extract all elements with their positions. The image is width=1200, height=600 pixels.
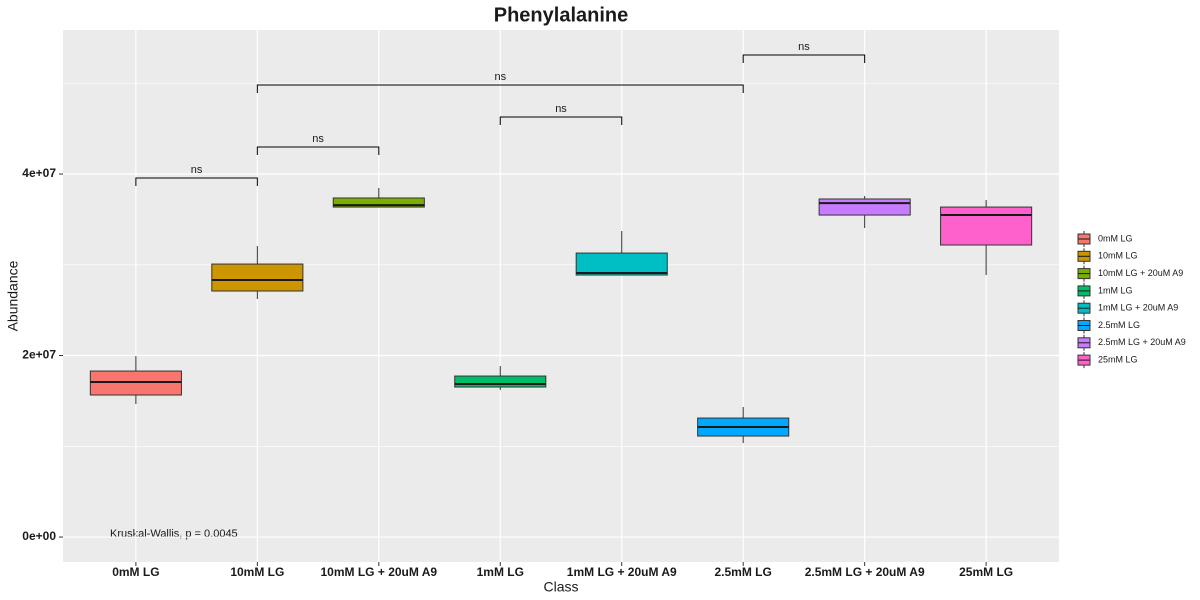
comparison-bracket <box>256 146 380 155</box>
x-tick-label: 10mM LG + 20uM A9 <box>321 565 438 579</box>
y-tick-label: 0e+00 <box>22 529 56 543</box>
x-tick-label: 0mM LG <box>112 565 159 579</box>
box <box>211 263 304 292</box>
annotation: Kruskal-Wallis, p = 0.0045 <box>110 528 238 540</box>
legend-label: 2.5mM LG <box>1098 320 1140 330</box>
legend-label: 10mM LG + 20uM A9 <box>1098 268 1183 278</box>
legend-label: 1mM LG + 20uM A9 <box>1098 303 1178 313</box>
legend-label: 25mM LG <box>1098 354 1138 364</box>
y-tick-label: 4e+07 <box>22 166 56 180</box>
box <box>575 252 668 276</box>
comparison-bracket <box>742 54 866 64</box>
comparison-bracket <box>499 116 623 126</box>
comparison-label: ns <box>555 103 567 115</box>
box <box>454 375 547 388</box>
x-tick-label: 25mM LG <box>959 565 1013 579</box>
comparison-label: ns <box>798 41 810 53</box>
comparison-bracket <box>135 177 258 187</box>
y-axis-label: Abundance <box>5 260 21 331</box>
x-tick-label: 1mM LG <box>477 565 524 579</box>
y-tick-label: 2e+07 <box>22 348 56 362</box>
comparison-label: ns <box>494 71 506 83</box>
x-tick-label: 10mM LG <box>230 565 284 579</box>
box <box>940 206 1033 246</box>
comparison-bracket <box>256 84 744 93</box>
plot-panel <box>63 30 1059 562</box>
x-tick-label: 2.5mM LG <box>715 565 772 579</box>
legend-label: 2.5mM LG + 20uM A9 <box>1098 337 1186 347</box>
chart-title: Phenylalanine <box>494 4 629 26</box>
x-axis-label: Class <box>543 579 578 595</box>
legend-label: 10mM LG <box>1098 251 1138 261</box>
comparison-label: ns <box>312 133 324 145</box>
x-tick-label: 2.5mM LG + 20uM A9 <box>805 565 925 579</box>
box <box>332 197 425 208</box>
comparison-label: ns <box>191 164 203 176</box>
box <box>818 198 911 216</box>
x-tick-label: 1mM LG + 20uM A9 <box>567 565 677 579</box>
legend-label: 0mM LG <box>1098 233 1133 243</box>
legend-label: 1mM LG <box>1098 285 1133 295</box>
